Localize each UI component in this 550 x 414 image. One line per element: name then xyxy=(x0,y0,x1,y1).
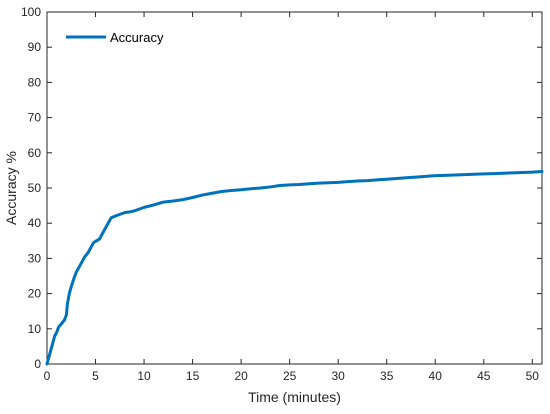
x-tick-label: 5 xyxy=(92,369,99,383)
y-tick-label: 40 xyxy=(28,216,42,230)
x-tick-label: 15 xyxy=(186,369,200,383)
x-tick-label: 10 xyxy=(137,369,151,383)
x-tick-label: 50 xyxy=(526,369,540,383)
y-tick-label: 90 xyxy=(28,40,42,54)
legend: Accuracy xyxy=(66,30,164,45)
x-tick-label: 40 xyxy=(429,369,443,383)
x-tick-label: 45 xyxy=(477,369,491,383)
x-tick-label: 20 xyxy=(234,369,248,383)
y-tick-label: 20 xyxy=(28,287,42,301)
y-tick-label: 70 xyxy=(28,111,42,125)
x-axis-label: Time (minutes) xyxy=(248,389,341,405)
x-axis-ticks: 0 5 10 15 20 25 30 35 40 45 50 xyxy=(44,12,540,383)
series-layer xyxy=(45,169,544,366)
x-tick-label: 0 xyxy=(44,369,51,383)
y-axis-label: Accuracy % xyxy=(3,151,19,225)
y-tick-label: 60 xyxy=(28,146,42,160)
plot-area-border xyxy=(46,11,543,365)
legend-label-accuracy: Accuracy xyxy=(110,30,164,45)
y-tick-label: 10 xyxy=(28,322,42,336)
x-tick-label: 25 xyxy=(283,369,297,383)
y-tick-label: 100 xyxy=(21,5,41,19)
x-tick-label: 35 xyxy=(380,369,394,383)
y-axis-ticks: 0 10 20 30 40 50 60 70 80 90 100 xyxy=(21,5,542,371)
series-line-accuracy xyxy=(45,169,544,366)
y-tick-label: 80 xyxy=(28,75,42,89)
y-tick-label: 0 xyxy=(34,357,41,371)
y-tick-label: 50 xyxy=(28,181,42,195)
x-tick-label: 30 xyxy=(331,369,345,383)
y-tick-label: 30 xyxy=(28,251,42,265)
